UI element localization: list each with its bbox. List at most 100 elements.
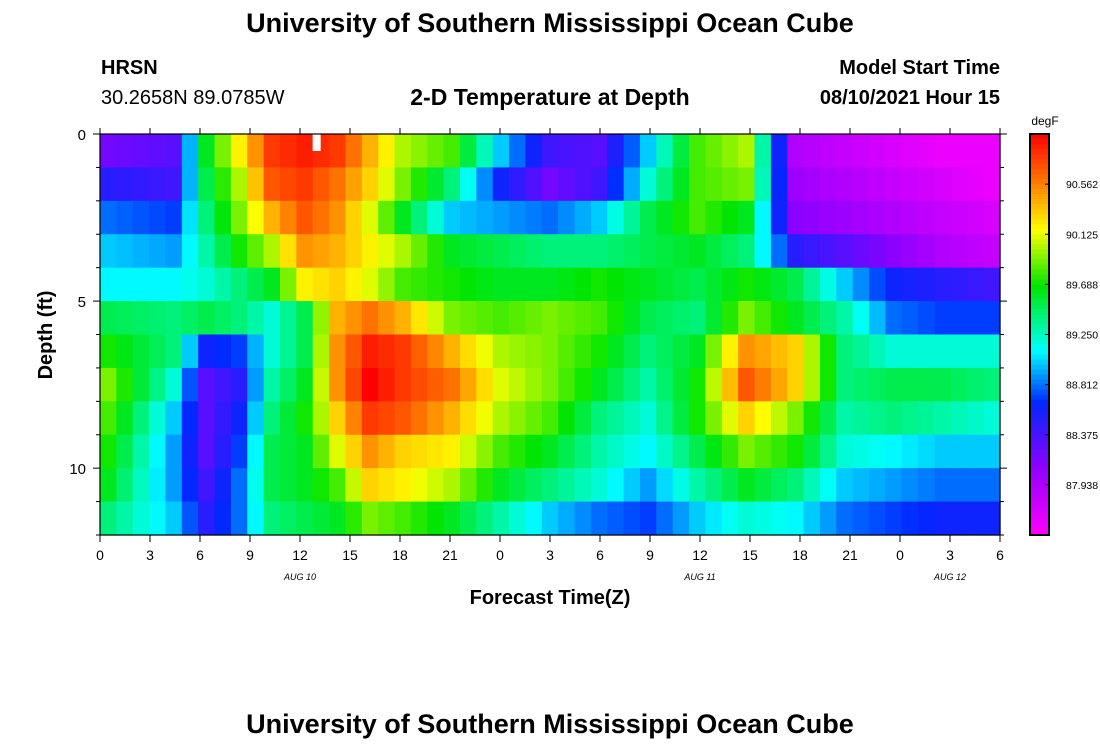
heatmap-cell — [852, 334, 870, 369]
colorbar-segment — [1030, 289, 1049, 295]
heatmap-cell — [443, 501, 461, 536]
colorbar-segment — [1030, 469, 1049, 476]
heatmap-cell — [934, 167, 952, 202]
colorbar-segment — [1030, 144, 1049, 150]
heatmap-cell — [607, 234, 625, 269]
heatmap-cell — [181, 301, 199, 336]
colorbar-segment — [1030, 194, 1049, 200]
heatmap-cell — [149, 301, 167, 336]
heatmap-cell — [410, 367, 428, 402]
heatmap-cell — [983, 134, 1001, 169]
heatmap-cell — [312, 401, 330, 436]
heatmap-cell — [116, 134, 134, 169]
heatmap-cell — [345, 200, 363, 235]
heatmap-cell — [312, 334, 330, 369]
colorbar-tick-label: 89.250 — [1066, 330, 1098, 342]
heatmap-cell — [100, 167, 117, 202]
heatmap-cell — [689, 267, 707, 302]
x-tick-label: 21 — [842, 547, 858, 563]
colorbar-segment — [1030, 239, 1049, 245]
heatmap-cell — [198, 334, 216, 369]
heatmap-cell — [672, 468, 690, 503]
heatmap-cell — [803, 134, 821, 169]
heatmap-cell — [378, 367, 396, 402]
heatmap-cell — [885, 167, 903, 202]
heatmap-cell — [672, 267, 690, 302]
heatmap-cell — [640, 234, 657, 269]
heatmap-cell — [460, 501, 477, 536]
heatmap-cell — [869, 301, 887, 336]
heatmap-cell — [689, 134, 707, 169]
heatmap-cell — [132, 267, 150, 302]
heatmap-cell — [181, 468, 199, 503]
heatmap-cell — [280, 234, 297, 269]
heatmap-cell — [705, 468, 723, 503]
heatmap-cell — [836, 468, 854, 503]
heatmap-cell — [492, 468, 510, 503]
heatmap-cell — [230, 267, 248, 302]
heatmap-cell — [836, 200, 854, 235]
heatmap-cell — [869, 501, 887, 536]
heatmap-cell — [230, 367, 248, 402]
heatmap-cell — [885, 501, 903, 536]
colorbar-segment — [1030, 329, 1049, 336]
heatmap-cell — [100, 301, 117, 336]
heatmap-cell — [574, 234, 592, 269]
heatmap-cell — [361, 134, 379, 169]
heatmap-cell — [689, 401, 707, 436]
heatmap-cell — [918, 134, 936, 169]
heatmap-cell — [460, 401, 477, 436]
colorbar-segment — [1030, 244, 1049, 250]
heatmap-cell — [558, 334, 576, 369]
heatmap-cell — [901, 234, 919, 269]
heatmap-cell — [656, 367, 674, 402]
heatmap-cell — [296, 501, 314, 536]
heatmap-cell — [934, 401, 952, 436]
heatmap-cell — [983, 234, 1001, 269]
heatmap-cell — [181, 167, 199, 202]
heatmap-cell — [345, 267, 363, 302]
heatmap-cell — [149, 134, 167, 169]
colorbar-segment — [1030, 284, 1049, 290]
heatmap-cell — [852, 267, 870, 302]
heatmap-cell — [312, 501, 330, 536]
heatmap-cell — [738, 301, 756, 336]
heatmap-cell — [721, 200, 739, 235]
heatmap-cell — [165, 434, 183, 469]
heatmap-cell — [983, 434, 1001, 469]
heatmap-cell — [770, 434, 788, 469]
heatmap-cell — [181, 334, 199, 369]
heatmap-cell — [607, 401, 625, 436]
colorbar-segment — [1030, 449, 1049, 456]
heatmap-cell — [312, 200, 330, 235]
heatmap-cell — [852, 434, 870, 469]
heatmap-cell — [738, 434, 756, 469]
heatmap-cell — [116, 401, 134, 436]
heatmap-cell — [247, 267, 265, 302]
heatmap-cell — [689, 434, 707, 469]
heatmap-cell — [329, 134, 347, 169]
heatmap-cell — [230, 334, 248, 369]
heatmap-cell — [672, 401, 690, 436]
heatmap-cell — [214, 434, 232, 469]
heatmap-cell — [558, 267, 576, 302]
y-axis-label: Depth (ft) — [35, 291, 57, 380]
heatmap-cell — [280, 501, 297, 536]
heatmap-cell — [672, 367, 690, 402]
heatmap-cell — [312, 267, 330, 302]
x-tick-label: 18 — [792, 547, 808, 563]
x-tick-label: 12 — [692, 547, 708, 563]
heatmap-cell — [623, 401, 641, 436]
colorbar-segment — [1030, 164, 1049, 170]
heatmap-cell — [950, 234, 968, 269]
heatmap-cell — [116, 301, 134, 336]
heatmap-cell — [198, 367, 216, 402]
heatmap-cell — [492, 167, 510, 202]
heatmap-cell — [918, 301, 936, 336]
colorbar-segment — [1030, 269, 1049, 275]
heatmap-cell — [394, 234, 412, 269]
heatmap-cell — [541, 468, 559, 503]
heatmap-cell — [901, 367, 919, 402]
heatmap-cell — [869, 134, 887, 169]
heatmap-cell — [296, 134, 314, 169]
